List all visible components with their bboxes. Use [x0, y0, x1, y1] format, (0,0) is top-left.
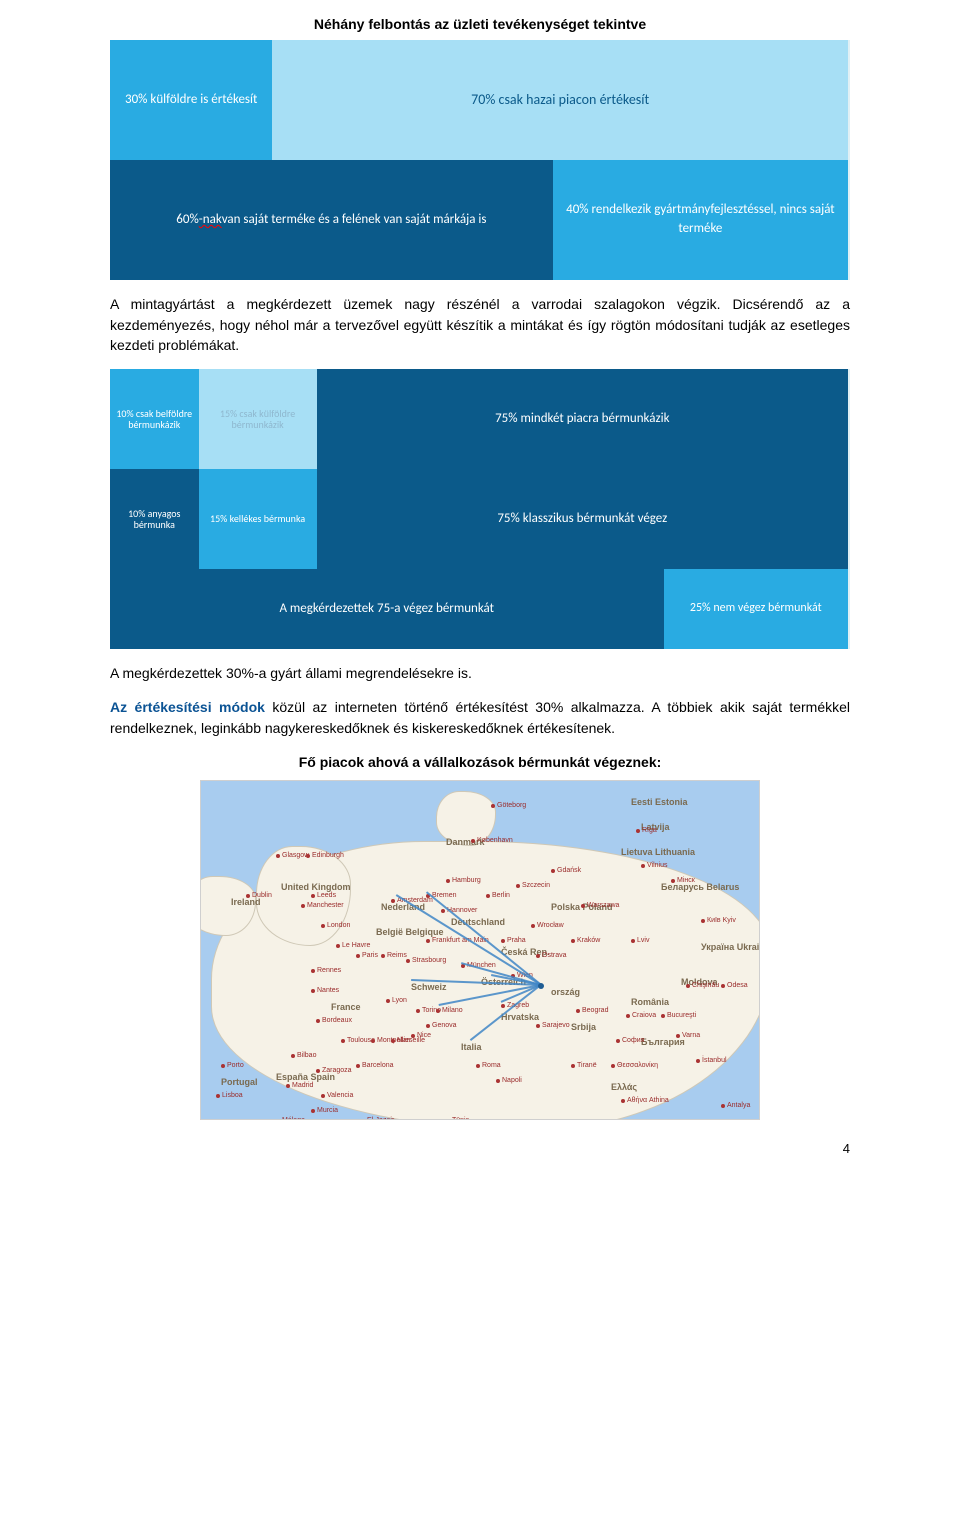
chart-cell: 30% külföldre is értékesít	[110, 40, 272, 160]
europe-map: IrelandUnited KingdomDanmarkEesti Estoni…	[200, 780, 760, 1120]
map-country-label: Eesti Estonia	[631, 796, 688, 809]
chart-cell: 40% rendelkezik gyártmányfejlesztéssel, …	[553, 160, 848, 280]
map-city-label: Lviv	[631, 936, 649, 946]
chart-cell: 10% anyagos bérmunka	[110, 469, 199, 569]
chart2-row1: 10% csak belföldre bérmunkázik15% csak k…	[110, 369, 848, 469]
map-city-label: Paris	[356, 951, 378, 961]
map-city-label: Manchester	[301, 901, 344, 911]
map-city-label: Málaga	[276, 1116, 305, 1120]
map-city-label: Lyon	[386, 996, 407, 1006]
map-city-label: Craiova	[626, 1011, 656, 1021]
map-city-label: Porto	[221, 1061, 244, 1071]
map-city-label: Rīga	[636, 826, 657, 836]
map-country-label: Ελλάς	[611, 1081, 637, 1094]
chart-cell: 25% nem végez bérmunkát	[664, 569, 849, 649]
map-city-label: Київ Kyiv	[701, 916, 736, 926]
chart-cell: 75% mindkét piacra bérmunkázik	[317, 369, 848, 469]
map-city-label: Madrid	[286, 1081, 313, 1091]
map-city-label: Murcia	[311, 1106, 338, 1116]
map-city-label: Vilnius	[641, 861, 668, 871]
map-city-label: Napoli	[496, 1076, 522, 1086]
map-city-label: Hamburg	[446, 876, 481, 886]
chart-cell: 70% csak hazai piacon értékesít	[272, 40, 848, 160]
chart-cell: 15% kellékes bérmunka	[199, 469, 317, 569]
map-city-label: Gdańsk	[551, 866, 581, 876]
map-city-label: Chişinău	[686, 981, 719, 991]
map-city-label: Valencia	[321, 1091, 353, 1101]
chart-cell: 60% -nak van saját terméke és a felének …	[110, 160, 553, 280]
map-city-label: Θεσσαλονίκη	[611, 1061, 658, 1071]
chart-cell: 15% csak külföldre bérmunkázik	[199, 369, 317, 469]
map-city-label: Roma	[476, 1061, 501, 1071]
map-city-label: Berlin	[486, 891, 510, 901]
chart2-row2: 10% anyagos bérmunka15% kellékes bérmunk…	[110, 469, 848, 569]
map-city-label: Beograd	[576, 1006, 608, 1016]
map-city-label: Nice	[411, 1031, 431, 1041]
chart-cell: A megkérdezettek 75-a végez bérmunkát	[110, 569, 664, 649]
map-country-label: Portugal	[221, 1076, 258, 1089]
map-city-label: Zaragoza	[316, 1066, 352, 1076]
map-city-label: Bordeaux	[316, 1016, 352, 1026]
chart1-row1: 30% külföldre is értékesít70% csak hazai…	[110, 40, 848, 160]
chart-cell: 10% csak belföldre bérmunkázik	[110, 369, 199, 469]
map-city-label: Warszawa	[581, 901, 619, 911]
paragraph-3: Az értékesítési módok közül az internete…	[110, 697, 850, 738]
chart-1: 30% külföldre is értékesít70% csak hazai…	[110, 40, 850, 280]
map-city-label: Tūnis	[446, 1116, 469, 1120]
para3-lead: Az értékesítési módok	[110, 699, 265, 715]
paragraph-2: A megkérdezettek 30%-a gyárt állami megr…	[110, 663, 850, 683]
map-city-label: Le Havre	[336, 941, 370, 951]
map-city-label: Odesa	[721, 981, 748, 991]
chart1-row2: 60% -nak van saját terméke és a felének …	[110, 160, 848, 280]
map-country-label: Lietuva Lithuania	[621, 846, 695, 859]
chart-cell: 75% klasszikus bérmunkát végez	[317, 469, 848, 569]
map-city-label: Rennes	[311, 966, 341, 976]
map-country-label: Schweiz	[411, 981, 447, 994]
map-city-label: Sarajevo	[536, 1021, 570, 1031]
map-city-label: Bucureşti	[661, 1011, 696, 1021]
chart2-row3: A megkérdezettek 75-a végez bérmunkát25%…	[110, 569, 848, 649]
map-city-label: Reims	[381, 951, 407, 961]
map-city-label: London	[321, 921, 350, 931]
map-city-label: Nantes	[311, 986, 339, 996]
map-city-label: Antalya	[721, 1101, 750, 1111]
map-city-label: Мінск	[671, 876, 695, 886]
section-title-1: Néhány felbontás az üzleti tevékenységet…	[110, 14, 850, 34]
map-country-label: France	[331, 1001, 361, 1014]
map-city-label: Strasbourg	[406, 956, 446, 966]
map-country-label: Hrvatska	[501, 1011, 539, 1024]
map-city-label: Göteborg	[491, 801, 526, 811]
map-country-label: ország	[551, 986, 580, 999]
map-city-label: Αθήνα Athina	[621, 1096, 669, 1106]
map-city-label: Leeds	[311, 891, 336, 901]
map-city-label: София	[616, 1036, 644, 1046]
map-city-label: Toulouse	[341, 1036, 375, 1046]
section-title-2: Fő piacok ahová a vállalkozások bérmunká…	[110, 752, 850, 772]
map-country-label: România	[631, 996, 669, 1009]
map-city-label: İstanbul	[696, 1056, 727, 1066]
map-city-label: Ostrava	[536, 951, 567, 961]
chart-2: 10% csak belföldre bérmunkázik15% csak k…	[110, 369, 850, 649]
paragraph-1: A mintagyártást a megkérdezett üzemek na…	[110, 294, 850, 355]
map-country-label: Srbija	[571, 1021, 596, 1034]
map-city-label: København	[471, 836, 513, 846]
map-city-label: Wrocław	[531, 921, 564, 931]
map-city-label: Praha	[501, 936, 526, 946]
map-city-label: Glasgow	[276, 851, 309, 861]
map-city-label: Tiranë	[571, 1061, 597, 1071]
map-city-label: Varna	[676, 1031, 700, 1041]
map-city-label: Milano	[436, 1006, 463, 1016]
map-city-label: Bilbao	[291, 1051, 316, 1061]
map-city-label: Genova	[426, 1021, 457, 1031]
map-city-label: Dublin	[246, 891, 272, 901]
map-city-label: Lisboa	[216, 1091, 243, 1101]
map-city-label: Barcelona	[356, 1061, 394, 1071]
map-city-label: Kraków	[571, 936, 600, 946]
page-number: 4	[110, 1140, 850, 1159]
map-country-label: Italia	[461, 1041, 482, 1054]
map-city-label: Szczecin	[516, 881, 550, 891]
map-city-label: Edinburgh	[306, 851, 344, 861]
map-country-label: Україна Ukraine	[701, 941, 760, 954]
map-city-label: El-Jazair	[361, 1116, 394, 1120]
